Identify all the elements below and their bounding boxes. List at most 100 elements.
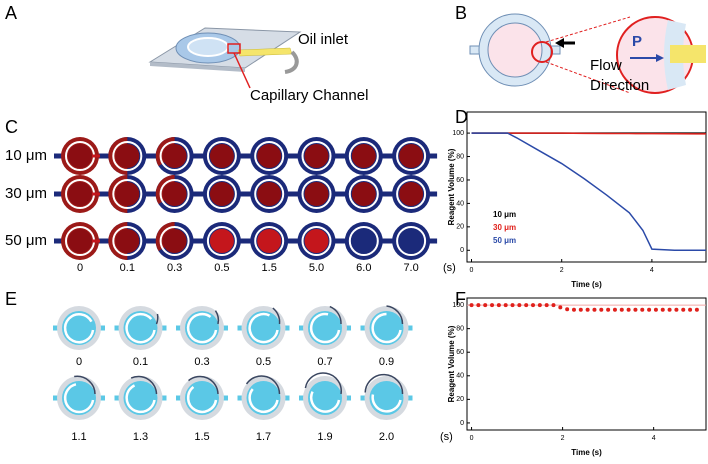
time-label: 0.1 (120, 262, 135, 274)
time-label: 0.1 (133, 356, 148, 368)
wall-arc (63, 312, 95, 344)
y-tick-label: 20 (456, 224, 464, 231)
meniscus (386, 305, 404, 325)
data-point (612, 307, 617, 312)
data-point (647, 307, 652, 312)
panel-label: D (455, 107, 468, 127)
data-point (551, 303, 556, 308)
data-point (476, 303, 481, 308)
droplet-wall (112, 141, 143, 171)
meniscus (188, 375, 219, 395)
data-point (606, 307, 611, 312)
droplet-core (257, 229, 282, 253)
time-label: 5.0 (309, 262, 324, 274)
wall-arc (63, 383, 95, 414)
y-tick-label: 100 (452, 302, 464, 309)
data-point (571, 307, 576, 312)
droplet-core (68, 144, 92, 168)
wall-arc (125, 312, 156, 344)
x-tick-label: 4 (652, 435, 656, 442)
y-tick-label: 40 (456, 373, 464, 380)
time-label: 0.7 (317, 356, 332, 368)
time-label: 0.3 (194, 356, 209, 368)
plot-frame (466, 297, 707, 431)
x-tick-label: 0 (470, 435, 474, 442)
wall-arc (186, 312, 218, 344)
droplet-core (162, 229, 187, 253)
x-tick-label: 4 (650, 267, 654, 274)
droplet-wall (159, 179, 190, 209)
droplet-core (209, 144, 234, 168)
droplet-wall (301, 226, 332, 256)
x-tick-label: 2 (560, 267, 564, 274)
y-tick-label: 100 (452, 130, 464, 137)
time-label: 1.3 (133, 431, 148, 443)
row-label: 30 μm (5, 185, 47, 202)
data-point (694, 307, 699, 312)
data-point (619, 307, 624, 312)
time-label: 0 (77, 262, 83, 274)
wall-arc (371, 312, 402, 344)
droplet-core (209, 182, 234, 206)
droplet-core (185, 311, 219, 345)
legend-entry: 10 μm (493, 210, 516, 219)
x-tick-label: 0 (470, 267, 474, 274)
droplet-wall (206, 179, 237, 209)
panel-label: F (455, 289, 466, 309)
data-point (496, 303, 501, 308)
data-point (667, 307, 672, 312)
data-point (599, 307, 604, 312)
droplet-core (257, 144, 282, 168)
droplet-core (304, 229, 329, 253)
y-tick-label: 60 (456, 177, 464, 184)
time-label: 1.9 (317, 431, 332, 443)
data-line (471, 132, 706, 252)
time-label: 1.5 (194, 431, 209, 443)
data-point (544, 303, 549, 308)
data-point (503, 303, 508, 308)
data-point (537, 303, 542, 308)
wall-arc (248, 312, 279, 344)
droplet-core (123, 311, 158, 345)
droplet-core (115, 182, 140, 206)
droplet-wall (206, 141, 237, 171)
wall-arc (125, 384, 156, 414)
time-label: 0.5 (256, 356, 271, 368)
droplet-core (351, 144, 376, 168)
annotation: Capillary Channel (250, 87, 368, 104)
time-unit: (s) (443, 262, 456, 274)
y-axis-label: Reagent Volume (%) (447, 325, 456, 402)
droplet-wall (112, 179, 143, 209)
x-axis-label: Time (s) (571, 280, 602, 289)
flow-illustration (469, 13, 706, 94)
droplet-wall (254, 179, 285, 209)
droplet-core (209, 229, 234, 253)
data-point (578, 307, 583, 312)
droplet-core (246, 311, 281, 345)
meniscus (329, 305, 342, 325)
y-tick-label: 0 (460, 247, 464, 254)
data-point (490, 303, 495, 308)
time-label: 0.5 (214, 262, 229, 274)
data-point (565, 307, 570, 312)
y-tick-label: 80 (456, 325, 464, 332)
annotation: Direction (590, 77, 649, 94)
data-point (681, 307, 686, 312)
droplet-core (399, 229, 424, 253)
data-point (517, 303, 522, 308)
droplet-wall (348, 141, 379, 171)
droplet-core (257, 182, 282, 206)
time-label: 0.3 (167, 262, 182, 274)
droplet-core (308, 311, 342, 345)
plot-frame (466, 111, 707, 263)
droplet-core (185, 381, 219, 415)
data-point (531, 303, 536, 308)
data-point (633, 307, 638, 312)
droplet-core (369, 381, 404, 415)
droplet-core (162, 144, 187, 168)
droplet-wall (396, 141, 427, 171)
time-unit: (s) (440, 431, 453, 443)
droplet-core (162, 182, 187, 206)
droplet-wall (159, 141, 190, 171)
